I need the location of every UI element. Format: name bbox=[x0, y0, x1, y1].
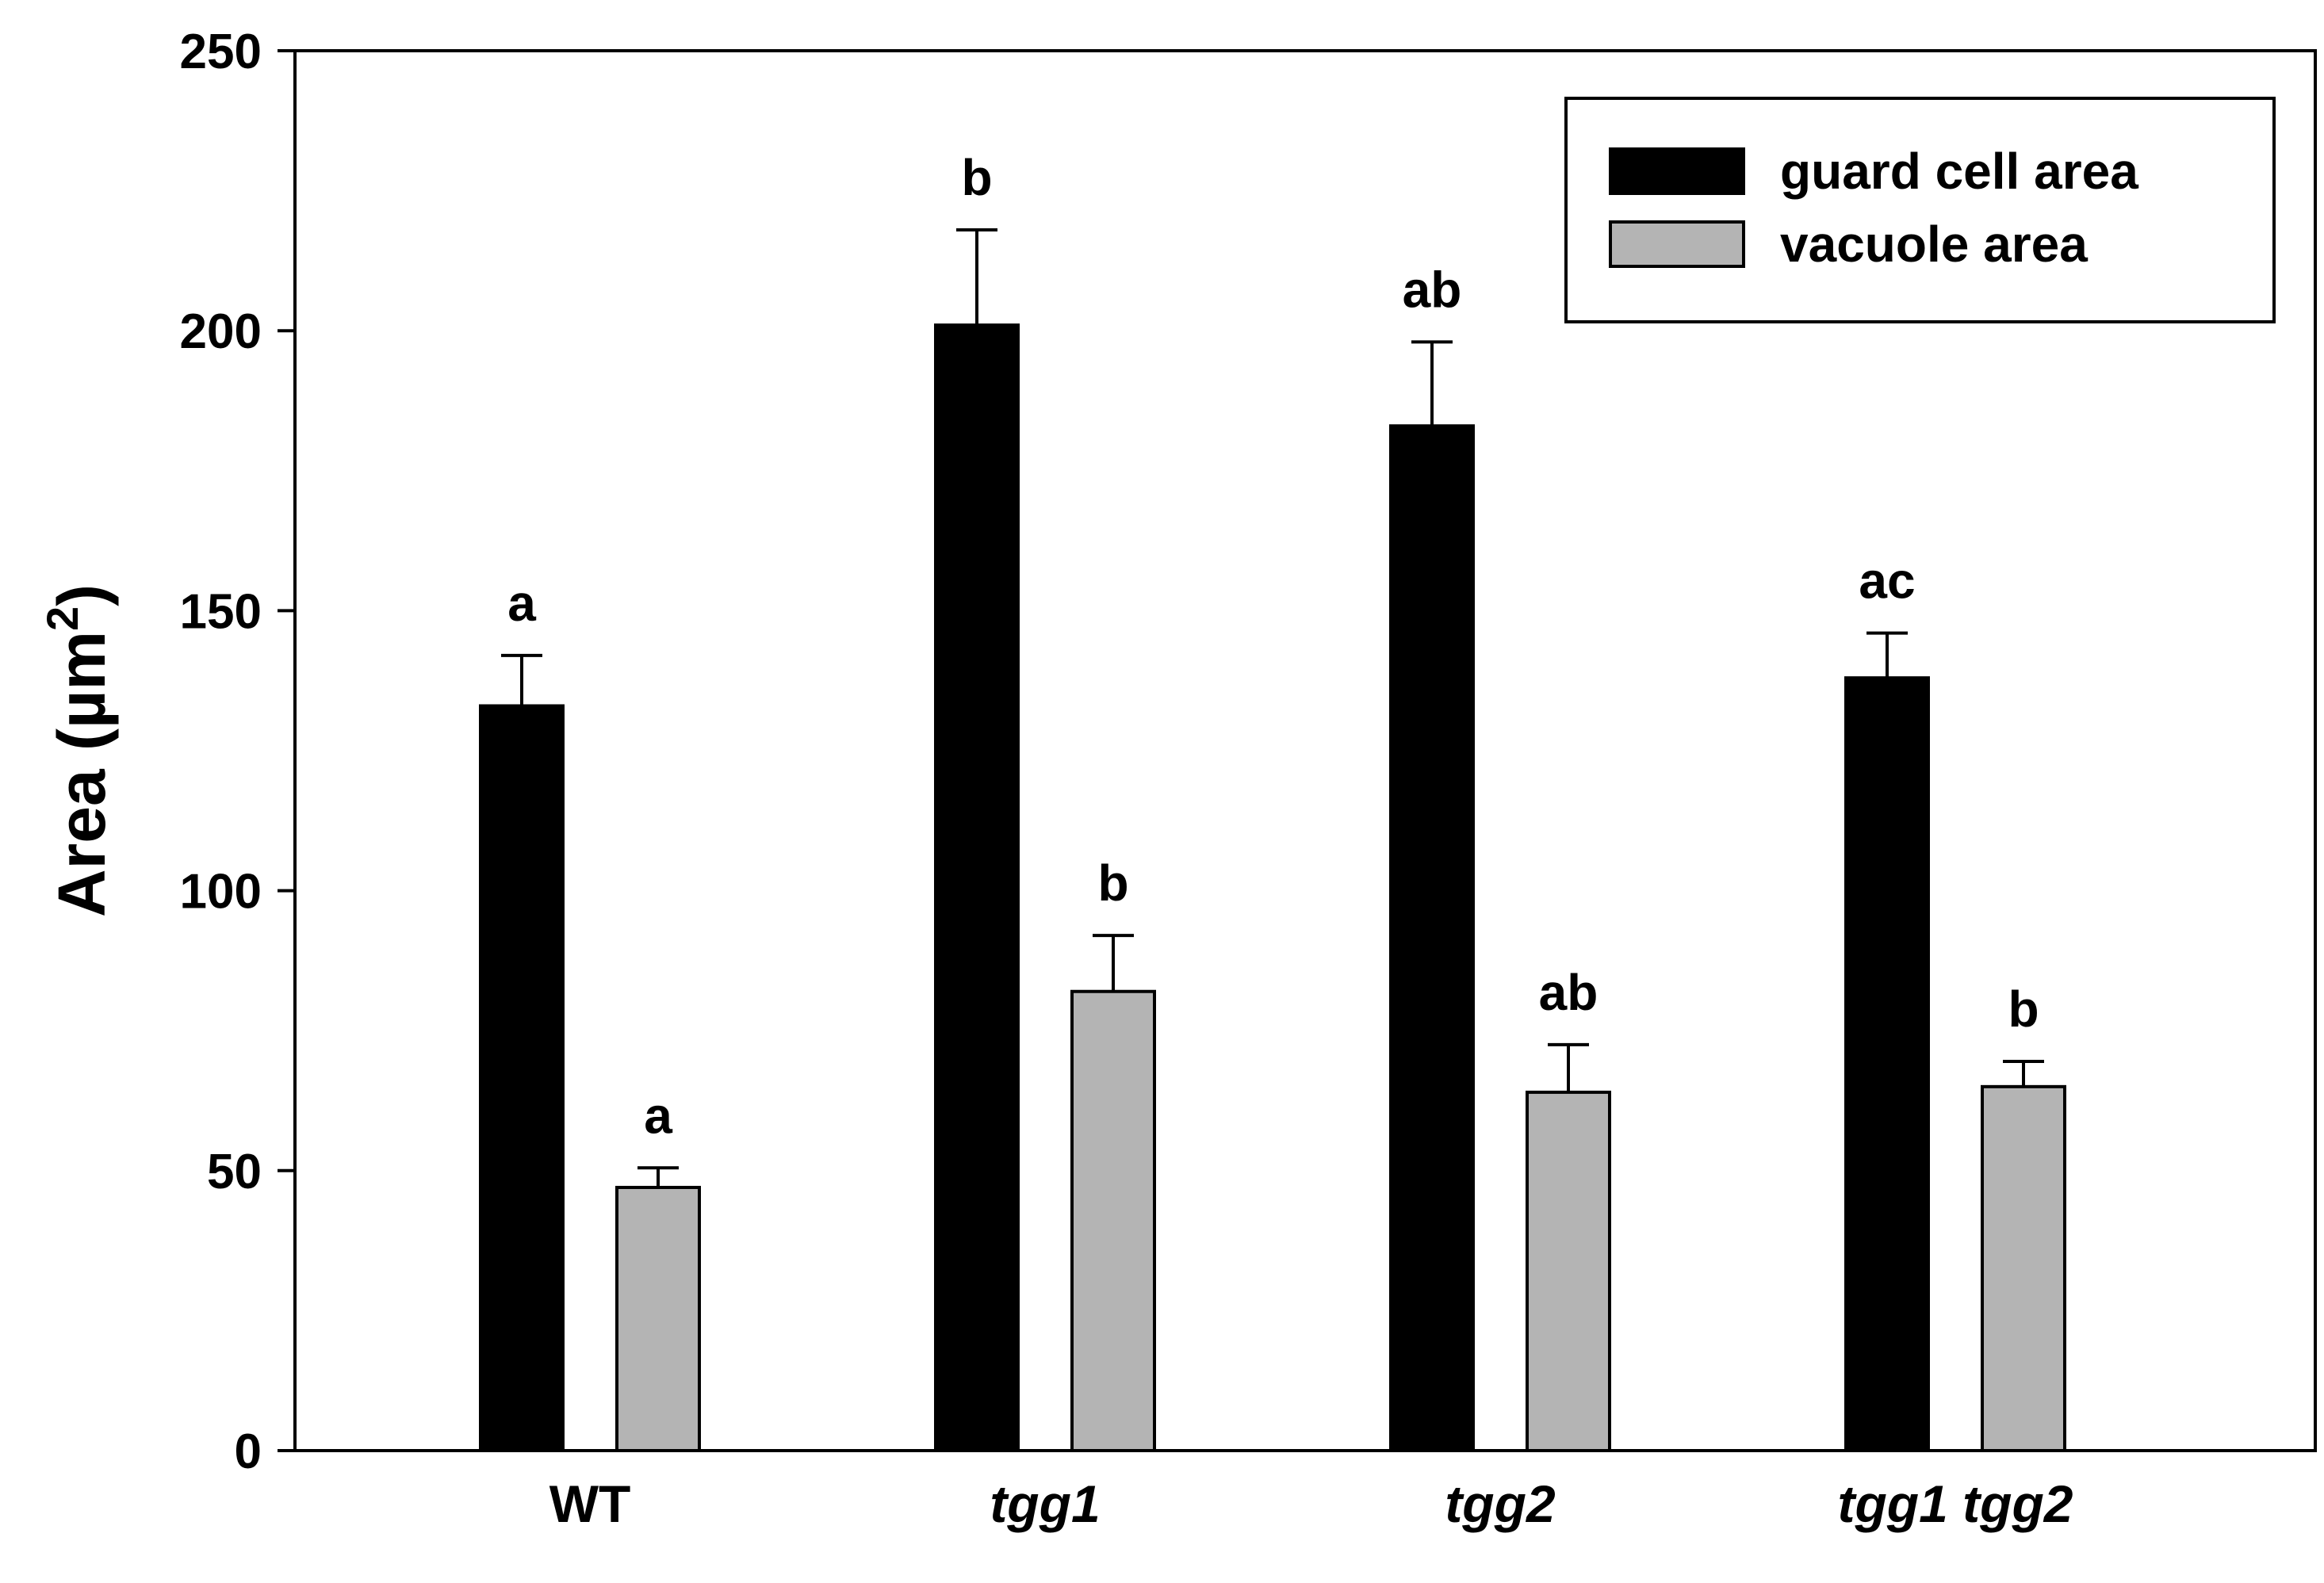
y-tick-label: 200 bbox=[180, 304, 262, 359]
bar-vacuole-area bbox=[1526, 1090, 1611, 1453]
y-tick-label: 100 bbox=[180, 865, 262, 920]
legend: guard cell area vacuole area bbox=[1564, 97, 2276, 323]
x-category-label: tgg1 bbox=[990, 1474, 1100, 1533]
plot-border bbox=[293, 49, 2317, 1452]
significance-label: b bbox=[961, 149, 992, 206]
bar-guard-cell-area bbox=[934, 323, 1020, 1452]
legend-label: vacuole area bbox=[1780, 216, 2088, 273]
x-category-label: tgg2 bbox=[1445, 1474, 1556, 1533]
bar-guard-cell-area bbox=[479, 704, 565, 1452]
legend-swatch-vacuole-area bbox=[1609, 220, 1745, 268]
bar-vacuole-area bbox=[1981, 1084, 2066, 1452]
y-axis-title-superscript: 2 bbox=[37, 606, 87, 631]
legend-swatch-guard-cell-area bbox=[1609, 147, 1745, 195]
bar-guard-cell-area bbox=[1844, 676, 1930, 1452]
plot-frame bbox=[293, 49, 2317, 1452]
bar-vacuole-area bbox=[1070, 989, 1156, 1452]
y-axis-title-main: Area (µm bbox=[44, 631, 119, 917]
x-category-label: WT bbox=[549, 1474, 631, 1533]
legend-label: guard cell area bbox=[1780, 143, 2138, 200]
y-tick-label: 50 bbox=[207, 1145, 262, 1199]
y-tick-label: 0 bbox=[235, 1424, 262, 1479]
significance-label: b bbox=[2008, 981, 2039, 1038]
bar-vacuole-area bbox=[615, 1185, 701, 1452]
significance-label: a bbox=[644, 1087, 672, 1144]
y-axis-title-end: ) bbox=[44, 584, 119, 606]
y-tick-label: 150 bbox=[180, 584, 262, 639]
x-axis: WT tgg1 tgg2 tgg1 tgg2 bbox=[549, 1474, 2073, 1533]
x-category-label: tgg1 tgg2 bbox=[1838, 1474, 2073, 1533]
significance-label: ab bbox=[1403, 261, 1462, 318]
y-axis-title: Area (µm2) bbox=[37, 584, 119, 917]
significance-label: ab bbox=[1539, 964, 1598, 1021]
y-axis: 0 50 100 150 200 250 bbox=[180, 25, 295, 1479]
legend-box bbox=[1564, 97, 2276, 323]
significance-label: b bbox=[1097, 855, 1128, 912]
significance-label: ac bbox=[1859, 553, 1915, 610]
y-tick-label: 250 bbox=[180, 25, 262, 79]
bar-guard-cell-area bbox=[1389, 424, 1475, 1453]
significance-label: a bbox=[507, 575, 536, 632]
